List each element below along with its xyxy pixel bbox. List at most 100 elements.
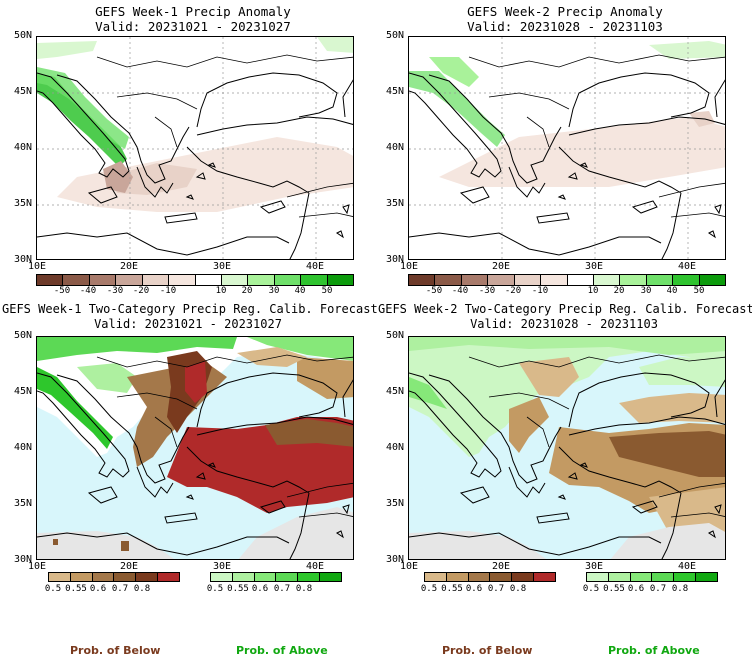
- lon-label: 10E: [27, 561, 47, 572]
- lat-label: 40N: [13, 142, 32, 153]
- colorbar-swatch: [490, 573, 513, 581]
- panel-title-week1-calib: GEFS Week-1 Two-Category Precip Reg. Cal…: [2, 302, 378, 332]
- prob-below-colorbar-week2: [424, 572, 556, 582]
- title-text: GEFS Week-1 Precip Anomaly: [95, 4, 291, 19]
- colorbar-swatch: [169, 275, 196, 285]
- lon-label: 40E: [677, 261, 697, 272]
- colorbar-tick: 40: [666, 286, 678, 296]
- colorbar-tick: 0.5: [420, 584, 438, 594]
- colorbar-tick: -50: [425, 286, 443, 296]
- colorbar-swatch: [446, 573, 469, 581]
- valid-dates: Valid: 20231028 - 20231103: [470, 317, 658, 331]
- probability-fill: [409, 337, 725, 559]
- map-week2-anomaly: [408, 36, 726, 260]
- colorbar-tick: 0.55: [227, 584, 249, 594]
- colorbar-swatch: [488, 275, 515, 285]
- lon-label: 40E: [305, 561, 325, 572]
- lon-label: 10E: [399, 261, 419, 272]
- prob-below-colorbar-week1: [48, 572, 180, 582]
- colorbar-swatch: [301, 275, 328, 285]
- lat-label: 50N: [13, 30, 32, 41]
- lon-label: 20E: [119, 561, 139, 572]
- colorbar-swatch: [673, 275, 700, 285]
- anomaly-colorbar-week1: [36, 274, 354, 286]
- colorbar-tick: 50: [693, 286, 705, 296]
- colorbar-swatch: [195, 275, 222, 285]
- colorbar-swatch: [114, 573, 137, 581]
- panel-title-week2-anomaly: GEFS Week-2 Precip Anomaly Valid: 202310…: [408, 4, 722, 34]
- colorbar-tick: 30: [640, 286, 652, 296]
- colorbar-tick: 30: [268, 286, 280, 296]
- colorbar-swatch: [652, 573, 675, 581]
- lon-label: 30E: [212, 261, 232, 272]
- colorbar-tick: 0.5: [582, 584, 600, 594]
- valid-dates: Valid: 20231021 - 20231027: [95, 19, 291, 34]
- lat-label: 40N: [13, 442, 32, 453]
- lat-label: 45N: [13, 86, 32, 97]
- colorbar-tick: 0.55: [65, 584, 87, 594]
- anomaly-colorbar-week2: [408, 274, 726, 286]
- colorbar-swatch: [593, 275, 621, 285]
- colorbar-swatch: [327, 275, 354, 285]
- lat-label: 35N: [13, 198, 32, 209]
- colorbar-swatch: [674, 573, 697, 581]
- colorbar-tick: 0.55: [441, 584, 463, 594]
- map-week1-calib-graphics: [37, 337, 353, 559]
- colorbar-swatch: [158, 573, 179, 581]
- lat-label: 30N: [13, 254, 32, 265]
- colorbar-swatch: [587, 573, 609, 581]
- colorbar-swatch: [512, 573, 535, 581]
- lat-label: 40N: [385, 442, 404, 453]
- lat-label: 45N: [385, 86, 404, 97]
- colorbar-swatch: [425, 573, 447, 581]
- colorbar-swatch: [70, 573, 93, 581]
- colorbar-swatch: [409, 275, 436, 285]
- map-week1-calib: [36, 336, 354, 560]
- colorbar-swatch: [534, 573, 555, 581]
- prob-above-label-week2: Prob. of Above: [608, 644, 700, 657]
- colorbar-tick: 10: [215, 286, 227, 296]
- colorbar-tick: 0.7: [111, 584, 129, 594]
- lon-label: 40E: [305, 261, 325, 272]
- title-text: GEFS Week-2 Precip Anomaly: [467, 4, 663, 19]
- anomaly-fill: [37, 37, 353, 212]
- colorbar-swatch: [254, 573, 277, 581]
- colorbar-swatch: [142, 275, 170, 285]
- lat-label: 30N: [385, 254, 404, 265]
- map-week2-anomaly-graphics: [409, 37, 725, 259]
- colorbar-tick: -30: [478, 286, 496, 296]
- colorbar-tick: -20: [504, 286, 522, 296]
- colorbar-swatch: [221, 275, 249, 285]
- colorbar-swatch: [49, 573, 71, 581]
- colorbar-swatch: [468, 573, 491, 581]
- colorbar-swatch: [320, 573, 341, 581]
- valid-dates: Valid: 20231028 - 20231103: [467, 19, 663, 34]
- lat-label: 30N: [385, 554, 404, 565]
- anomaly-fill: [409, 41, 725, 187]
- colorbar-tick: 0.7: [649, 584, 667, 594]
- colorbar-swatch: [89, 275, 117, 285]
- prob-below-label-week2: Prob. of Below: [442, 644, 533, 657]
- colorbar-swatch: [211, 573, 233, 581]
- colorbar-swatch: [63, 275, 90, 285]
- title-text: GEFS Week-1 Two-Category Precip Reg. Cal…: [2, 302, 378, 316]
- prob-above-colorbar-week1: [210, 572, 342, 582]
- colorbar-tick: 20: [241, 286, 253, 296]
- lat-label: 50N: [385, 30, 404, 41]
- lat-label: 40N: [385, 142, 404, 153]
- colorbar-swatch: [274, 275, 302, 285]
- graticule: [409, 37, 725, 259]
- prob-below-label-week1: Prob. of Below: [70, 644, 161, 657]
- colorbar-tick: 20: [613, 286, 625, 296]
- colorbar-swatch: [298, 573, 321, 581]
- panel-title-week1-anomaly: GEFS Week-1 Precip Anomaly Valid: 202310…: [36, 4, 350, 34]
- colorbar-tick: 0.6: [627, 584, 645, 594]
- colorbar-tick: 0.55: [603, 584, 625, 594]
- colorbar-tick: -40: [451, 286, 469, 296]
- colorbar-swatch: [699, 275, 726, 285]
- colorbar-swatch: [608, 573, 631, 581]
- colorbar-swatch: [435, 275, 462, 285]
- colorbar-tick: 0.6: [89, 584, 107, 594]
- colorbar-tick: -10: [531, 286, 549, 296]
- lon-label: 10E: [27, 261, 47, 272]
